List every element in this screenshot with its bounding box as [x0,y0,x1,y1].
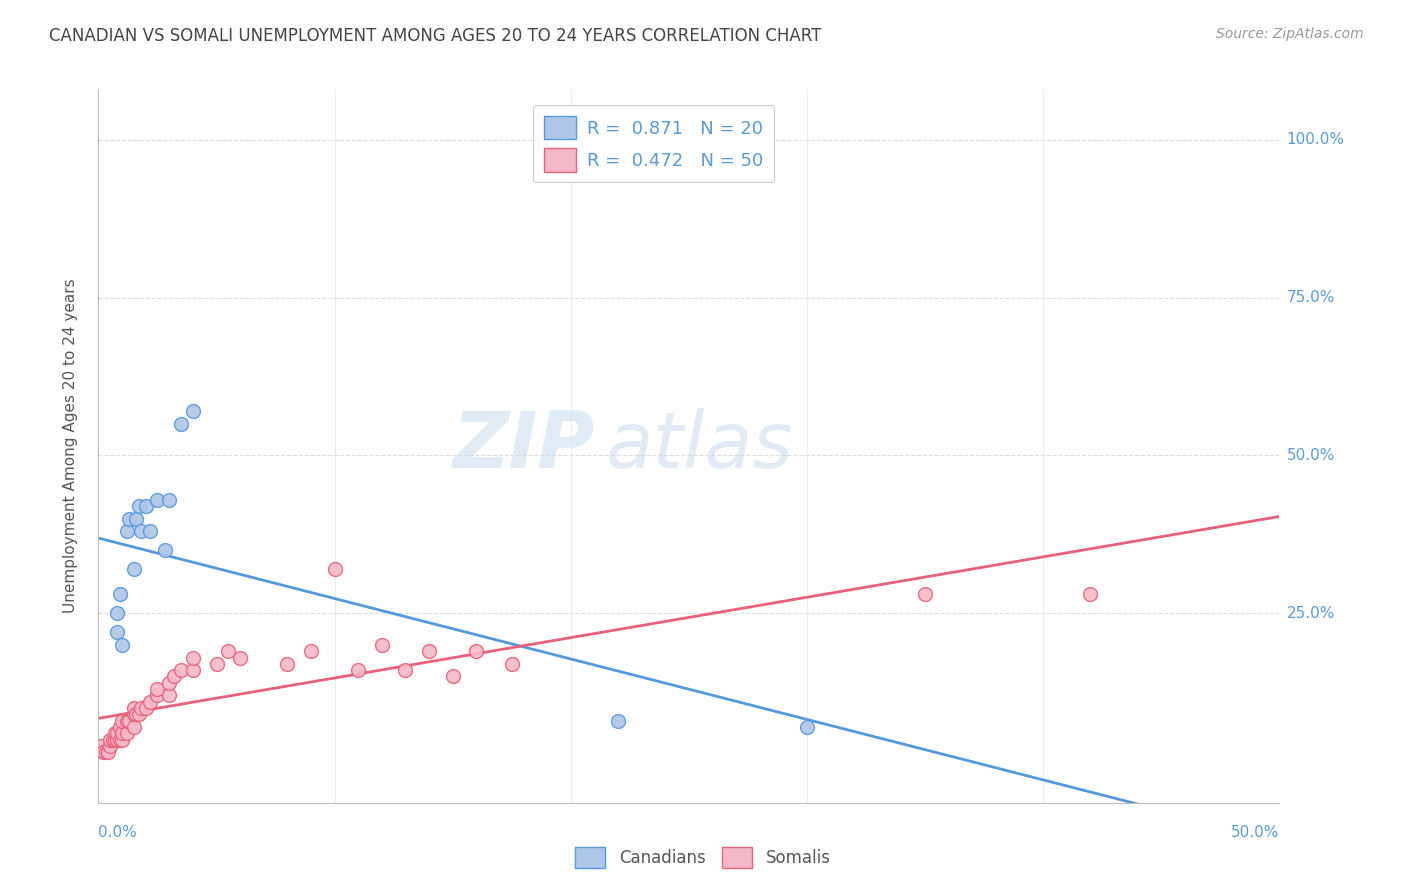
Point [181,404,204,418]
Point [125,511,148,525]
Point [441,669,464,683]
Point [501,657,523,671]
Point [796,720,818,734]
Point [394,663,416,677]
Point [115,726,138,740]
Point [170,663,193,677]
Point [111,638,134,652]
Point [98,739,121,753]
Point [118,714,141,728]
Point [122,562,145,576]
Point [118,511,141,525]
Point [111,726,134,740]
Text: 100.0%: 100.0% [1286,132,1344,147]
Point [111,714,134,728]
Point [157,689,180,703]
Point [181,663,204,677]
Point [108,732,131,747]
Point [205,657,228,671]
Point [170,417,193,431]
Point [111,732,134,747]
Point [128,499,150,513]
Point [157,492,180,507]
Text: 50.0%: 50.0% [1232,825,1279,840]
Point [122,701,145,715]
Point [163,669,186,683]
Point [97,745,120,759]
Point [104,726,127,740]
Point [607,714,630,728]
Point [108,587,131,601]
Point [323,562,346,576]
Text: ZIP: ZIP [453,408,595,484]
Point [122,707,145,722]
Text: 50.0%: 50.0% [1286,448,1334,463]
Point [105,625,128,640]
Point [122,720,145,734]
Point [135,499,157,513]
Point [115,714,138,728]
Point [153,543,176,558]
Text: atlas: atlas [606,408,794,484]
Point [128,707,150,722]
Point [125,707,148,722]
Point [105,732,128,747]
Point [139,695,162,709]
Point [129,701,152,715]
Point [98,739,121,753]
Point [1080,587,1102,601]
Point [129,524,152,539]
Text: 75.0%: 75.0% [1286,290,1334,305]
Point [371,638,394,652]
Point [914,587,936,601]
Point [146,689,169,703]
Legend: R =  0.871   N = 20, R =  0.472   N = 50: R = 0.871 N = 20, R = 0.472 N = 50 [533,105,775,183]
Point [418,644,440,658]
Point [115,524,138,539]
Text: Source: ZipAtlas.com: Source: ZipAtlas.com [1216,27,1364,41]
Legend: Canadians, Somalis: Canadians, Somalis [569,840,837,875]
Point [90,739,112,753]
Point [108,720,131,734]
Point [91,745,114,759]
Point [98,732,121,747]
Point [146,492,169,507]
Point [135,701,157,715]
Point [181,650,204,665]
Point [105,726,128,740]
Point [146,682,169,697]
Text: 25.0%: 25.0% [1286,606,1334,621]
Point [157,675,180,690]
Point [465,644,488,658]
Point [94,745,117,759]
Point [276,657,298,671]
Y-axis label: Unemployment Among Ages 20 to 24 years: Unemployment Among Ages 20 to 24 years [63,278,77,614]
Point [139,524,162,539]
Point [217,644,239,658]
Text: CANADIAN VS SOMALI UNEMPLOYMENT AMONG AGES 20 TO 24 YEARS CORRELATION CHART: CANADIAN VS SOMALI UNEMPLOYMENT AMONG AG… [49,27,821,45]
Point [229,650,252,665]
Point [299,644,322,658]
Text: 0.0%: 0.0% [98,825,138,840]
Point [347,663,370,677]
Point [104,732,127,747]
Point [105,607,128,621]
Point [101,732,124,747]
